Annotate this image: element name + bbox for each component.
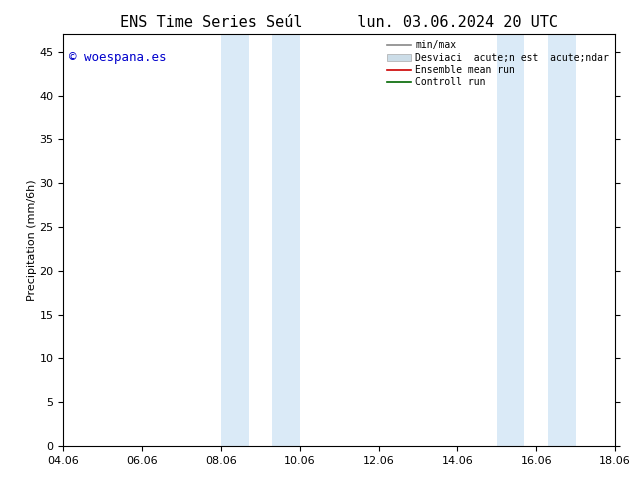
Bar bbox=[221, 34, 249, 446]
Bar bbox=[497, 34, 524, 446]
Y-axis label: Precipitation (mm/6h): Precipitation (mm/6h) bbox=[27, 179, 37, 301]
Bar bbox=[272, 34, 300, 446]
Title: ENS Time Series Seúl      lun. 03.06.2024 20 UTC: ENS Time Series Seúl lun. 03.06.2024 20 … bbox=[120, 15, 558, 30]
Bar bbox=[548, 34, 576, 446]
Legend: min/max, Desviaci  acute;n est  acute;ndar, Ensemble mean run, Controll run: min/max, Desviaci acute;n est acute;ndar… bbox=[383, 36, 613, 91]
Text: © woespana.es: © woespana.es bbox=[69, 51, 166, 64]
